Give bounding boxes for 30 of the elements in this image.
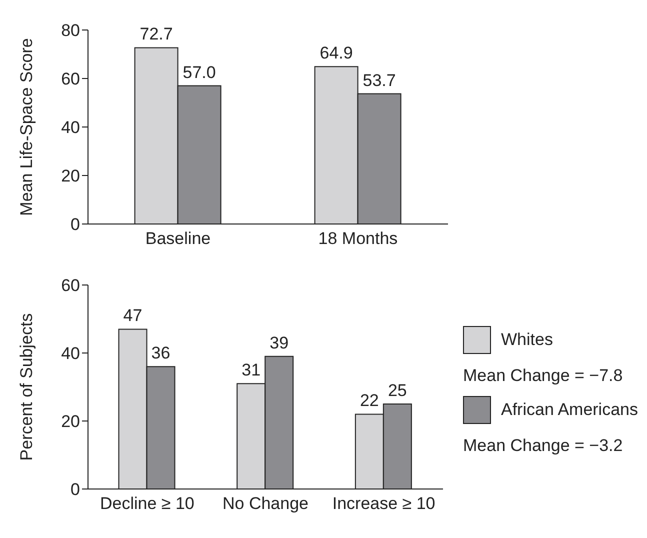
y-tick-label: 60 [61, 276, 80, 296]
data-label: 31 [242, 360, 261, 380]
text: Mean Change = −7.8 [463, 366, 624, 386]
data-label: 39 [270, 333, 289, 352]
y-tick-label: 0 [70, 215, 80, 234]
x-tick-label: Decline ≥ 10 [100, 494, 194, 514]
y-tick-label: 40 [61, 118, 80, 138]
x-tick-label: No Change [222, 494, 309, 514]
data-label: 57.0 [182, 62, 216, 82]
data-label: 72.7 [140, 24, 173, 44]
data-label: 22 [360, 391, 379, 410]
data-label: 36 [151, 344, 170, 363]
text: Mean Change = −3.2 [463, 436, 624, 456]
y-axis-title: Percent of Subjects [17, 313, 36, 461]
x-tick-label: Baseline [145, 229, 211, 248]
legend-label: Whites [501, 330, 553, 350]
y-axis-title: Mean Life-Space Score [17, 38, 36, 216]
y-tick-label: 20 [61, 166, 80, 186]
data-label: 47 [123, 306, 142, 326]
y-tick-label: 20 [61, 412, 80, 432]
y-tick-label: 0 [70, 480, 80, 500]
x-tick-label: Increase ≥ 10 [332, 494, 436, 514]
y-tick-label: 80 [61, 21, 80, 40]
data-label: 53.7 [362, 70, 396, 90]
y-tick-label: 60 [61, 70, 80, 89]
legend-label: African Americans [501, 400, 638, 420]
y-tick-label: 40 [61, 344, 80, 364]
data-label: 25 [388, 381, 407, 400]
data-label: 64.9 [320, 44, 353, 63]
x-tick-label: 18 Months [318, 229, 398, 248]
